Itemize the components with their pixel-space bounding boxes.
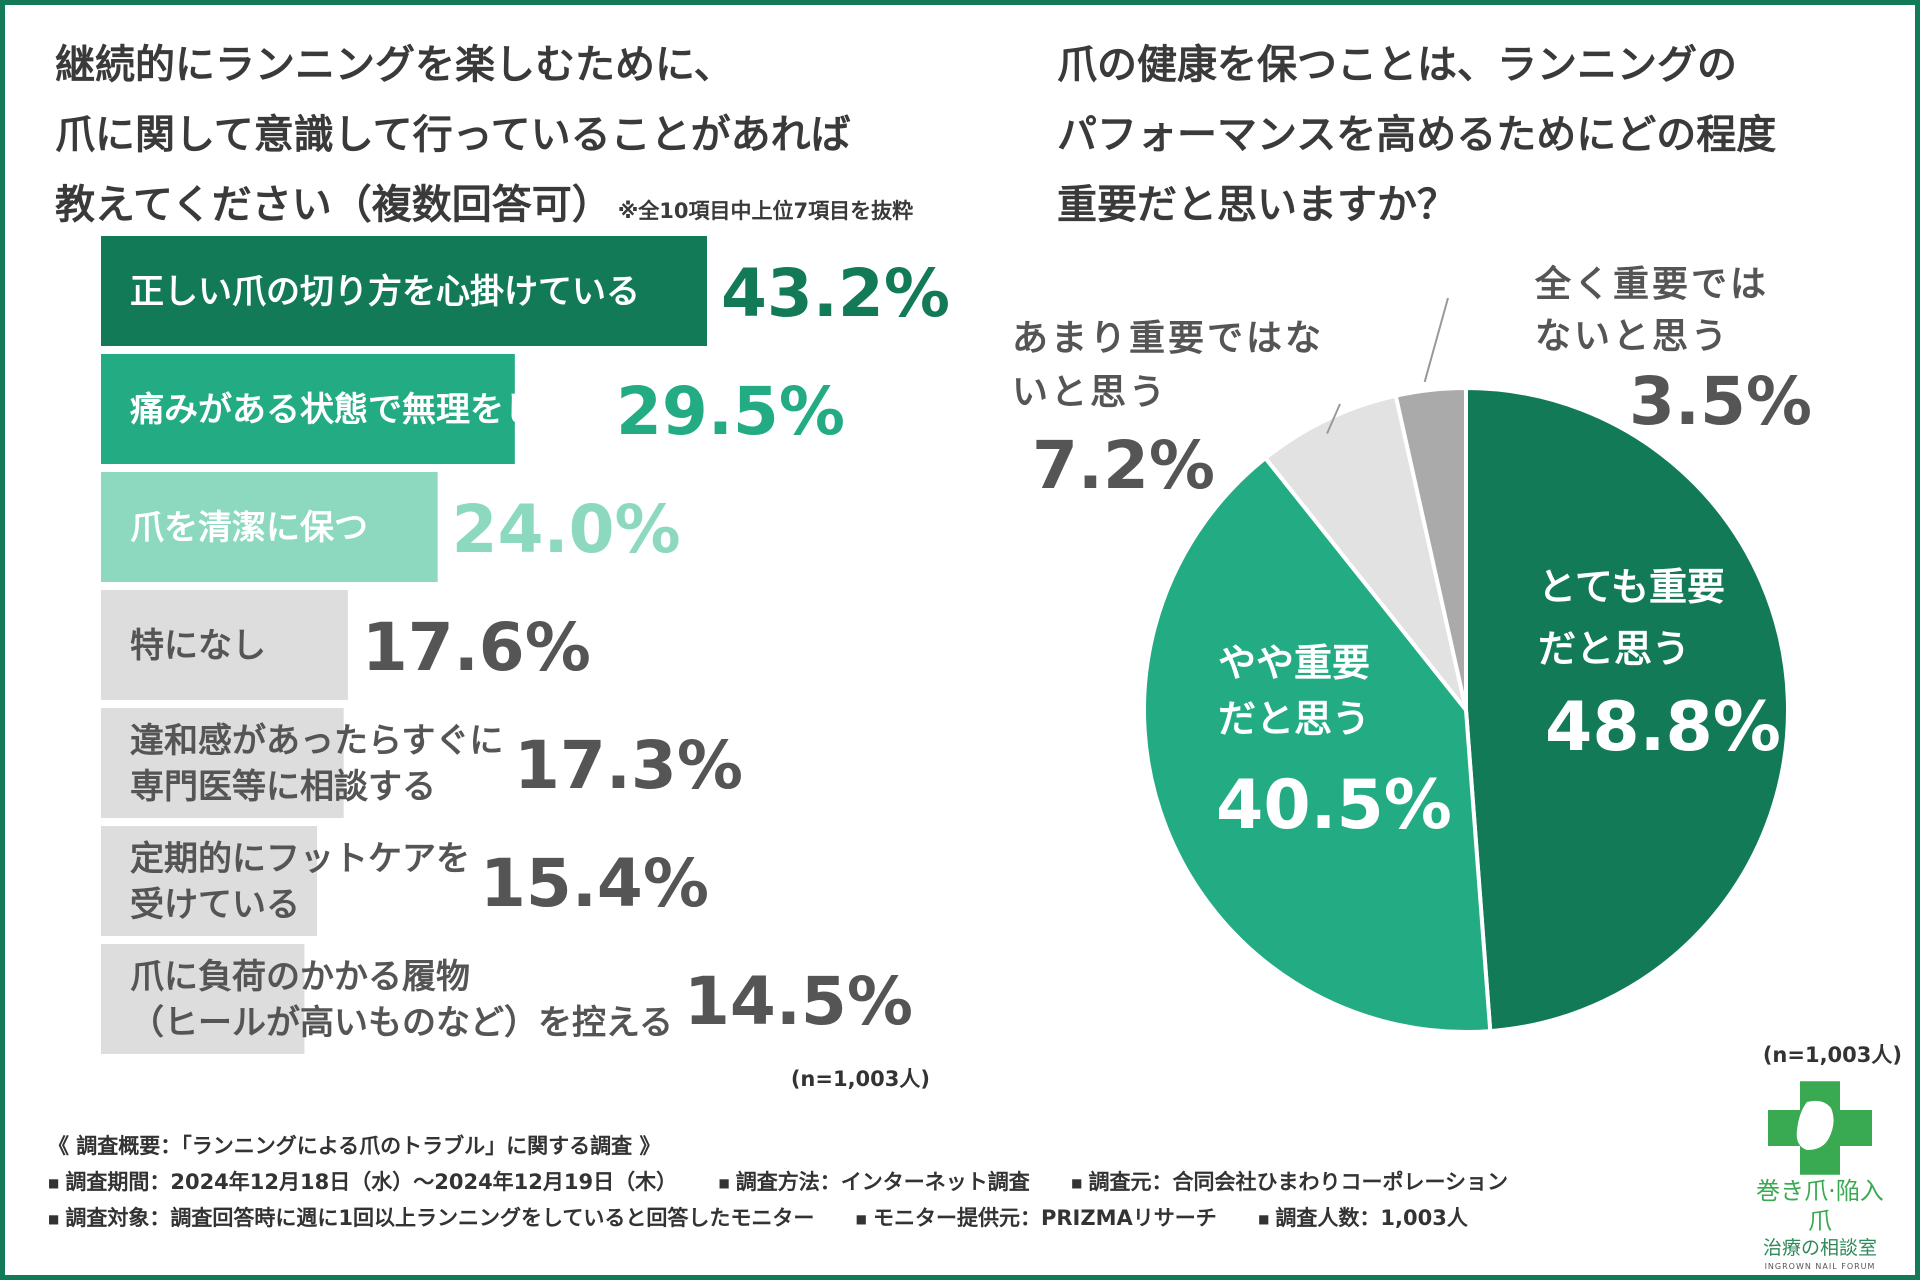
bar-label-6: 定期的にフットケアを <box>130 839 470 879</box>
pie-leader-line-4 <box>1423 297 1449 383</box>
pie-value-label-3: 7.2% <box>1032 427 1215 504</box>
pie-slice-1 <box>1464 385 1791 1034</box>
bar-value-label-4: 17.6% <box>362 609 591 686</box>
logo-line-3: INGROWN NAIL FORUM <box>1764 1262 1876 1271</box>
right-title-line-1: 爪の健康を保つことは、ランニングの <box>1057 42 1737 88</box>
bar-label-5: 違和感があったらすぐに <box>130 721 503 761</box>
right-title-line-3: 重要だと思いますか？ <box>1057 182 1457 228</box>
pie-n-label: (n=1,003人) <box>1763 1043 1902 1067</box>
brand-logo: 巻き爪·陥入爪 治療の相談室 INGROWN NAIL FORUM <box>1745 1080 1895 1271</box>
bar-value-label-5: 17.3% <box>514 727 743 804</box>
right-chart-title: 爪の健康を保つことは、ランニングの パフォーマンスを高めるためにどの程度 重要だ… <box>1057 30 1917 240</box>
bar-value-label-1: 43.2% <box>721 255 950 332</box>
pie-value-label-1: 48.8% <box>1545 688 1781 767</box>
bar-3 <box>101 472 438 582</box>
bullet-icon: ■ <box>1071 1176 1083 1190</box>
bullet-icon: ■ <box>855 1212 867 1226</box>
pie-label-1: だと思う <box>1538 627 1690 671</box>
bar-value-label-6: 15.4% <box>480 845 709 922</box>
pie-slice-2 <box>1142 455 1493 1034</box>
pie-value-label-4: 3.5% <box>1629 363 1812 440</box>
footer-method: 調査方法：インターネット調査 <box>735 1170 1030 1194</box>
bar-2 <box>101 354 515 464</box>
left-title-line-2: 爪に関して意識して行っていることがあれば <box>55 112 851 158</box>
footer-row-1: ■ 調査期間：2024年12月18日（水）～2024年12月19日（木） ■ 調査方… <box>48 1164 1728 1200</box>
pie-value-label-2: 40.5% <box>1216 766 1452 845</box>
left-title-note: ※全10項目中上位7項目を抜粋 <box>617 199 914 223</box>
bar-label-5: 専門医等に相談する <box>130 767 436 807</box>
footer-heading: 《 調査概要：「ランニングによる爪のトラブル」に関する調査 》 <box>48 1134 661 1158</box>
pie-leader-line-3 <box>1326 403 1341 434</box>
survey-footer: 《 調査概要：「ランニングによる爪のトラブル」に関する調査 》 ■ 調査期間：20… <box>48 1128 1728 1236</box>
bar-4 <box>101 590 348 700</box>
left-title-line-3: 教えてください（複数回答可） ※全10項目中上位7項目を抜粋 <box>55 182 914 228</box>
bar-value-label-2: 29.5% <box>616 373 845 450</box>
footer-provider: モニター提供元：PRIZMAリサーチ <box>872 1206 1217 1230</box>
bullet-icon: ■ <box>48 1212 60 1226</box>
pie-slice-4 <box>1393 385 1468 711</box>
logo-line-2: 治療の相談室 <box>1762 1237 1877 1259</box>
bar-label-2: 痛みがある状態で無理をしない <box>130 390 606 430</box>
pie-label-2: やや重要 <box>1218 641 1370 685</box>
green-cross-foot-icon <box>1768 1081 1872 1175</box>
bar-1 <box>101 236 707 346</box>
right-title-line-2: パフォーマンスを高めるためにどの程度 <box>1057 112 1777 158</box>
pie-label-3: いと思う <box>1012 372 1168 413</box>
footer-source: 調査元：合同会社ひまわりコーポレーション <box>1088 1170 1509 1194</box>
pie-label-1: とても重要 <box>1538 565 1725 609</box>
pie-label-4: ないと思う <box>1535 316 1730 357</box>
pie-label-4: 全く重要では <box>1534 263 1769 305</box>
bar-label-1: 正しい爪の切り方を心掛けている <box>130 272 640 312</box>
bar-label-6: 受けている <box>130 885 300 925</box>
pie-label-3: あまり重要ではな <box>1012 318 1324 359</box>
bar-5 <box>101 708 344 818</box>
left-title-line-1: 継続的にランニングを楽しむために、 <box>55 42 734 88</box>
footer-period: 調査期間：2024年12月18日（水）～2024年12月19日（木） <box>65 1170 678 1194</box>
bar-label-3: 爪を清潔に保つ <box>130 508 368 548</box>
bar-label-7: （ヒールが高いものなど）を控える <box>130 1003 673 1043</box>
bar-label-7: 爪に負荷のかかる履物 <box>130 957 470 997</box>
bullet-icon: ■ <box>718 1176 730 1190</box>
bar-label-4: 特になし <box>130 626 266 666</box>
pie-label-2: だと思う <box>1218 697 1370 741</box>
bar-value-label-3: 24.0% <box>452 491 681 568</box>
bar-7 <box>101 944 305 1054</box>
bullet-icon: ■ <box>1258 1212 1270 1226</box>
bar-6 <box>101 826 318 936</box>
bullet-icon: ■ <box>48 1176 60 1190</box>
footer-row-2: ■ 調査対象：調査回答時に週に1回以上ランニングをしていると回答したモニター ■ モ… <box>48 1200 1728 1236</box>
left-chart-title: 継続的にランニングを楽しむために、 爪に関して意識して行っていることがあれば 教… <box>55 30 1015 246</box>
logo-line-1: 巻き爪·陥入爪 <box>1756 1177 1884 1235</box>
footer-target: 調査対象：調査回答時に週に1回以上ランニングをしていると回答したモニター <box>65 1206 815 1230</box>
pie-slice-3 <box>1262 393 1468 712</box>
bar-value-label-7: 14.5% <box>684 963 913 1040</box>
bar-n-label: (n=1,003人) <box>791 1067 930 1091</box>
footer-count: 調査人数：1,003人 <box>1275 1206 1468 1230</box>
